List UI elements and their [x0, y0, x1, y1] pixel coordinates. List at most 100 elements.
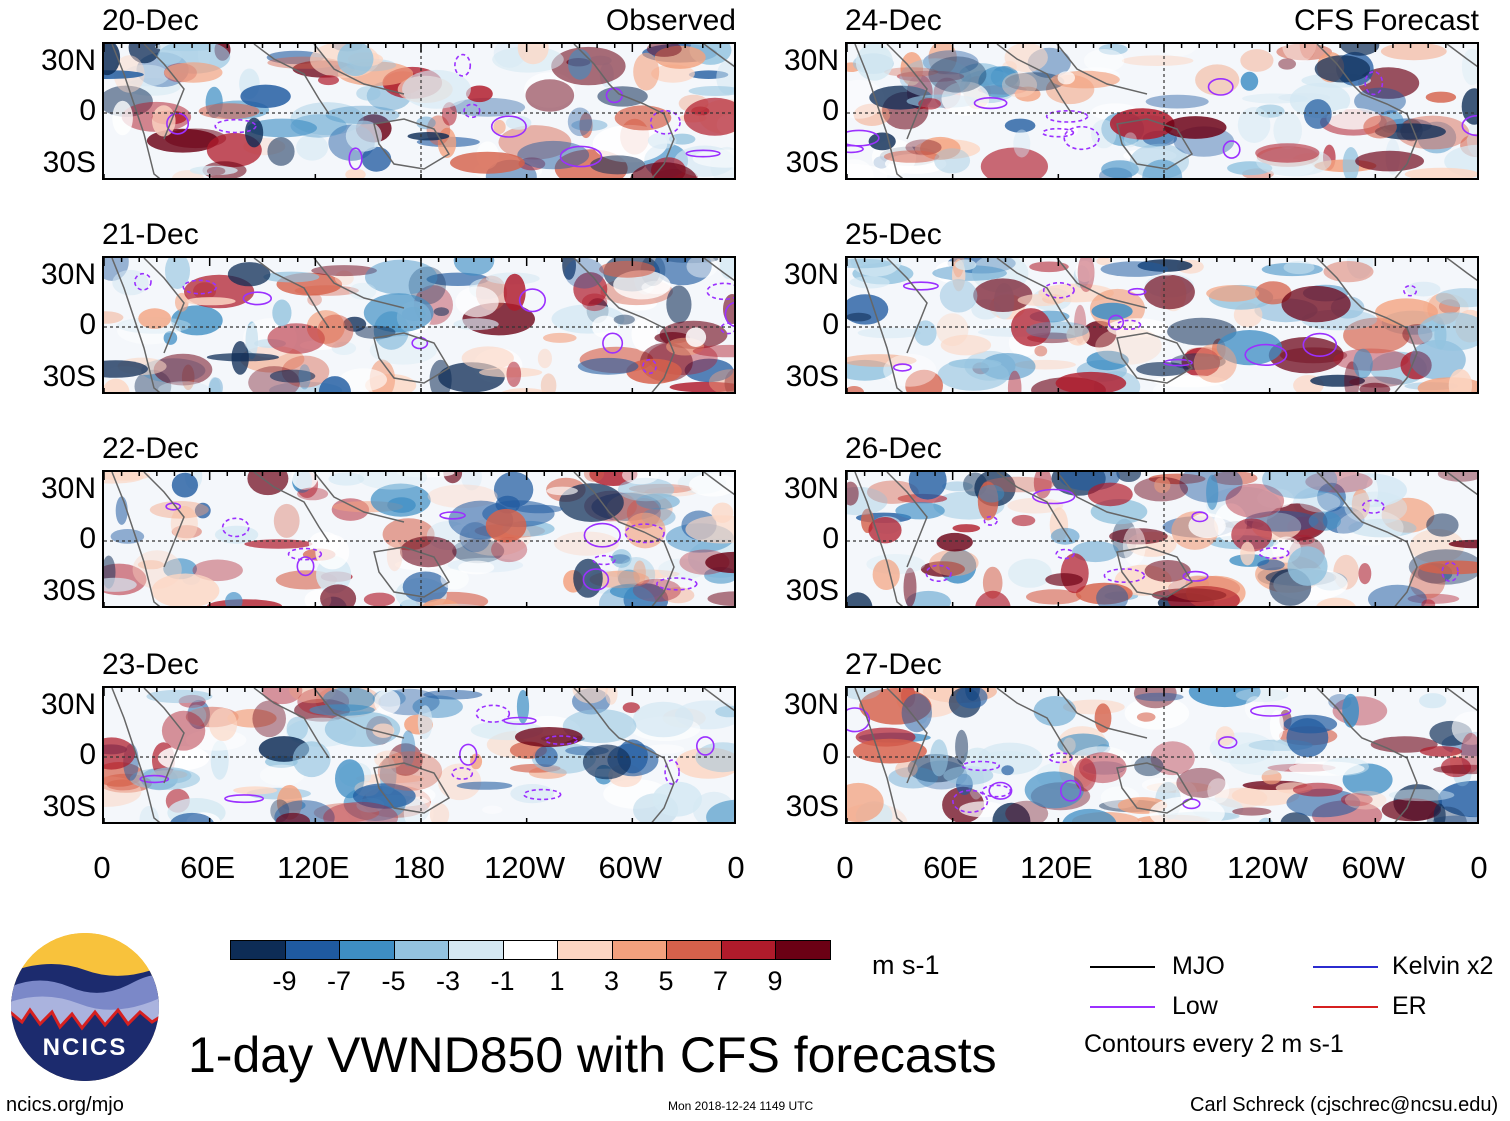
wind-anomaly-blob: [453, 258, 495, 276]
low-contour: [459, 743, 478, 766]
wind-anomaly-blob: [903, 567, 917, 606]
wind-anomaly-blob: [1141, 777, 1181, 793]
low-contour: [1116, 319, 1142, 331]
wind-anomaly-blob: [453, 318, 499, 331]
wind-anomaly-blob: [1010, 308, 1051, 347]
wind-anomaly-blob: [1417, 312, 1477, 351]
wind-anomaly-blob: [684, 358, 734, 383]
wind-field: [104, 688, 734, 822]
wind-anomaly-blob: [432, 603, 481, 606]
wind-anomaly-blob: [888, 766, 938, 789]
low-contour: [348, 147, 363, 170]
wind-anomaly-blob: [1107, 318, 1168, 338]
wind-anomaly-blob: [263, 271, 320, 283]
wind-anomaly-blob: [1448, 369, 1473, 392]
wind-anomaly-blob: [517, 44, 549, 65]
wind-anomaly-blob: [688, 86, 734, 96]
wind-anomaly-blob: [1232, 807, 1272, 816]
wind-anomaly-blob: [315, 534, 350, 570]
wind-anomaly-blob: [311, 265, 377, 277]
wind-anomaly-blob: [1240, 49, 1274, 72]
wind-anomaly-blob: [567, 107, 592, 137]
wind-anomaly-blob: [1308, 511, 1341, 531]
wind-anomaly-blob: [633, 52, 660, 91]
wind-anomaly-blob: [186, 704, 207, 727]
wind-anomaly-blob: [939, 279, 978, 313]
low-contour: [221, 517, 250, 538]
wind-anomaly-blob: [847, 592, 873, 606]
wind-field: [104, 258, 734, 392]
legend-label: Low: [1172, 992, 1218, 1020]
wind-anomaly-blob: [1133, 688, 1177, 709]
wind-anomaly-blob: [112, 100, 133, 136]
wind-anomaly-blob: [1145, 94, 1209, 109]
wind-anomaly-blob: [153, 353, 213, 386]
wind-anomaly-blob: [1144, 560, 1191, 582]
wind-anomaly-blob: [929, 549, 979, 577]
wind-anomaly-blob: [161, 710, 206, 751]
panel-date-label: 20-Dec: [102, 4, 199, 37]
y-tick-label: 30S: [785, 146, 839, 179]
x-tick-label: 60W: [598, 850, 663, 885]
wind-anomaly-blob: [518, 157, 546, 171]
wind-anomaly-blob: [267, 323, 325, 354]
wind-anomaly-blob: [208, 377, 221, 392]
wind-anomaly-blob: [1215, 726, 1235, 746]
wind-anomaly-blob: [356, 86, 381, 101]
wind-anomaly-blob: [1317, 482, 1346, 512]
wind-anomaly-blob: [546, 486, 578, 496]
y-tick-label: 0: [79, 738, 96, 771]
wind-anomaly-blob: [562, 258, 576, 280]
wind-anomaly-blob: [1257, 559, 1285, 571]
x-tick-label: 0: [727, 850, 745, 885]
low-contour: [490, 115, 527, 138]
wind-anomaly-blob: [1255, 281, 1292, 305]
low-contour: [1441, 561, 1459, 582]
wind-anomaly-blob: [1154, 477, 1171, 494]
wind-anomaly-blob: [899, 58, 972, 98]
wind-anomaly-blob: [1433, 764, 1477, 775]
wind-anomaly-blob: [209, 377, 223, 392]
wind-anomaly-blob: [470, 753, 483, 770]
wind-anomaly-blob: [423, 689, 483, 700]
wind-anomaly-blob: [450, 151, 525, 174]
wind-anomaly-blob: [275, 812, 311, 822]
colorbar-swatch: [720, 940, 776, 960]
low-contour: [1041, 127, 1075, 138]
wind-anomaly-blob: [128, 44, 161, 64]
wind-anomaly-blob: [1101, 160, 1139, 178]
low-contour: [973, 96, 1008, 110]
wind-anomaly-blob: [683, 97, 734, 136]
site-link[interactable]: ncics.org/mjo: [6, 1094, 124, 1116]
wind-anomaly-blob: [194, 502, 211, 519]
wind-anomaly-blob: [936, 532, 973, 552]
wind-anomaly-blob: [1349, 376, 1403, 388]
y-tick-label: 30N: [783, 44, 839, 77]
wind-anomaly-blob: [104, 472, 144, 484]
wind-anomaly-blob: [847, 386, 864, 392]
wind-anomaly-blob: [564, 258, 605, 289]
wind-anomaly-blob: [895, 502, 945, 520]
wind-anomaly-blob: [1014, 86, 1041, 102]
wind-anomaly-blob: [1075, 260, 1094, 283]
low-contour: [214, 118, 257, 134]
wind-anomaly-blob: [1007, 370, 1022, 392]
wind-anomaly-blob: [633, 560, 646, 585]
wind-anomaly-blob: [1299, 44, 1316, 59]
wind-anomaly-blob: [719, 258, 734, 279]
wind-anomaly-blob: [1122, 526, 1146, 566]
wind-anomaly-blob: [896, 70, 965, 83]
wind-anomaly-blob: [273, 503, 300, 538]
wind-anomaly-blob: [1231, 518, 1272, 552]
low-contour: [1182, 570, 1209, 582]
wind-anomaly-blob: [928, 44, 957, 75]
coastline: [111, 472, 734, 606]
wind-anomaly-blob: [361, 146, 392, 172]
low-contour: [523, 788, 562, 801]
low-contour: [287, 547, 323, 561]
colorbar-level-label: -5: [381, 966, 406, 996]
colorbar-level-label: 5: [658, 966, 674, 996]
wind-anomaly-blob: [322, 688, 375, 712]
wind-anomaly-blob: [943, 766, 994, 785]
wind-anomaly-blob: [1062, 737, 1076, 753]
